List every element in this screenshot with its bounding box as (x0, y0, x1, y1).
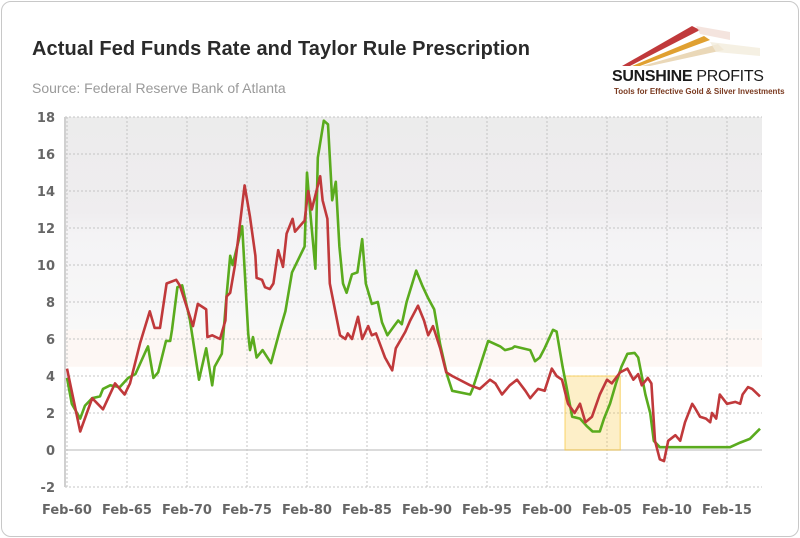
x-tick-label: Feb-85 (342, 503, 392, 518)
x-tick-label: Feb-65 (102, 503, 152, 518)
x-tick-label: Feb-10 (642, 503, 692, 518)
y-tick-label: 12 (37, 222, 55, 237)
sunshine-profits-logo-icon (622, 26, 760, 66)
logo-name-thin: PROFITS (692, 68, 764, 85)
background-band-upper (65, 117, 762, 330)
y-tick-label: 16 (37, 148, 55, 163)
y-tick-label: 4 (46, 370, 55, 385)
series-line-taylor-rule-prescription (65, 174, 761, 463)
y-tick-label: -2 (41, 481, 55, 496)
x-tick-label: Feb-75 (222, 503, 272, 518)
x-tick-label: Feb-15 (702, 503, 752, 518)
logo-name-bold: SUNSHINE (612, 68, 693, 85)
x-tick-label: Feb-80 (282, 503, 332, 518)
y-tick-label: 10 (37, 259, 55, 274)
x-tick-label: Feb-05 (582, 503, 632, 518)
logo-name: SUNSHINE PROFITS (612, 68, 764, 86)
y-tick-label: 6 (46, 333, 55, 348)
y-tick-label: 8 (46, 296, 55, 311)
x-tick-label: Feb-90 (402, 503, 452, 518)
logo-tagline: Tools for Effective Gold & Silver Invest… (614, 87, 785, 96)
chart-title: Actual Fed Funds Rate and Taylor Rule Pr… (32, 38, 531, 60)
y-tick-label: 18 (37, 111, 55, 126)
chart-source: Source: Federal Reserve Bank of Atlanta (32, 80, 286, 96)
series-line-actual-fed-funds-rate (65, 119, 761, 449)
y-tick-label: 0 (46, 444, 55, 459)
background-band-middle (65, 329, 762, 367)
y-tick-label: 2 (46, 407, 55, 422)
x-tick-label: Feb-60 (42, 503, 92, 518)
x-tick-label: Feb-95 (462, 503, 512, 518)
x-tick-label: Feb-00 (522, 503, 572, 518)
x-tick-label: Feb-70 (162, 503, 212, 518)
y-tick-label: 14 (37, 185, 55, 200)
